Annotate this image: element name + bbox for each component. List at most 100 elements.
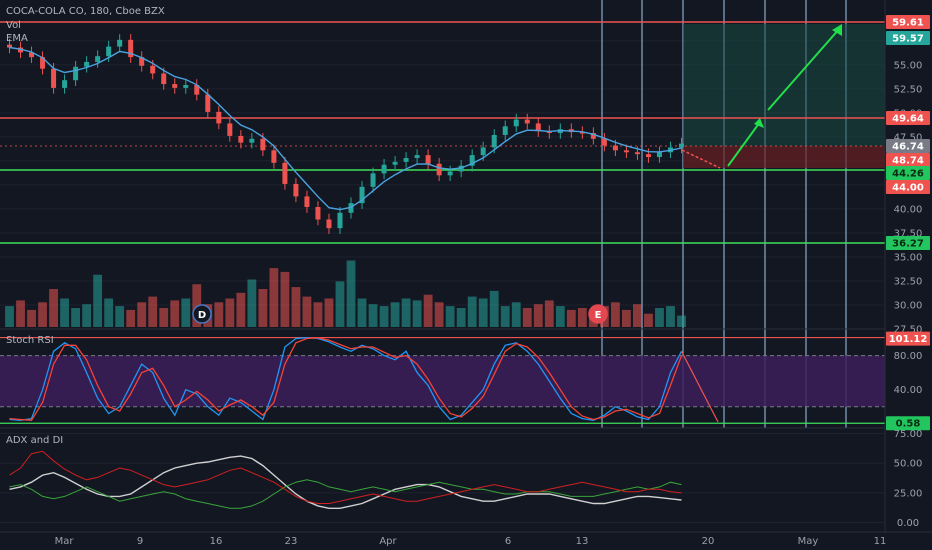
candle-body	[645, 154, 651, 158]
volume-bar	[577, 308, 587, 327]
adx-series-adx	[9, 455, 682, 509]
volume-bar	[346, 260, 356, 327]
volume-bar	[622, 309, 631, 327]
volume-bar	[170, 300, 180, 327]
stoch-projection	[680, 351, 719, 423]
stop-zone	[683, 146, 885, 168]
candle-body	[172, 84, 178, 88]
time-tick-label: Apr	[379, 536, 397, 547]
price-candles	[7, 34, 684, 234]
event-marker-label: D	[198, 310, 206, 321]
candle-body	[194, 85, 200, 95]
volume-bar	[137, 302, 147, 327]
candle-body	[238, 135, 244, 143]
event-marker-d	[192, 304, 212, 324]
volume-bar	[247, 279, 257, 327]
price-levels	[0, 21, 885, 244]
price-axis-tag-label: 49.64	[892, 114, 924, 125]
time-axis: Mar 9 16 23 Apr 6 13 20 May 11	[0, 531, 932, 547]
volume-bar	[555, 306, 565, 327]
adx-tick-label: 50.00	[894, 459, 923, 470]
volume-bar	[148, 296, 158, 327]
volume-bar	[225, 298, 235, 327]
volume-bar	[412, 300, 422, 327]
volume-bar	[500, 306, 510, 327]
up-arrow-2-head	[832, 24, 842, 36]
event-marker-e	[588, 304, 608, 324]
candle-body	[183, 85, 189, 88]
candle-body	[469, 155, 475, 166]
target-zone	[683, 24, 885, 146]
volume-bar	[445, 306, 455, 327]
volume-bar	[181, 298, 191, 327]
volume-bar	[126, 309, 136, 327]
candle-body	[678, 143, 684, 148]
adx-pane	[0, 433, 885, 524]
candle-body	[326, 219, 332, 229]
event-marker-label: E	[595, 310, 602, 321]
candle-body	[205, 94, 211, 112]
volume-bar	[93, 274, 103, 327]
volume-bar	[324, 298, 334, 327]
volume-bar	[357, 298, 367, 327]
candle-body	[73, 66, 79, 81]
volume-bar	[666, 306, 675, 327]
volume-bar	[401, 298, 411, 327]
volume-bar	[489, 290, 499, 327]
candle-body	[249, 138, 255, 143]
candle-body	[260, 138, 266, 151]
volume-bar	[60, 298, 69, 327]
volume-bar	[335, 281, 345, 327]
price-axis-tag	[886, 15, 930, 29]
time-tick-label: 11	[874, 536, 887, 547]
candle-body	[128, 39, 134, 58]
candle-body	[414, 155, 420, 159]
candle-body	[612, 145, 618, 151]
price-axis-tag-label: 36.27	[892, 239, 924, 250]
candle-body	[315, 207, 321, 220]
candle-body	[491, 134, 497, 148]
volume-bar	[655, 308, 664, 327]
time-tick-label: 16	[210, 536, 223, 547]
candle-body	[447, 171, 453, 176]
candle-body	[161, 73, 167, 85]
price-axis-tag	[886, 180, 930, 194]
volume-bar	[677, 315, 686, 327]
price-tick-label: 40.00	[894, 204, 923, 215]
volume-bar	[456, 308, 466, 327]
price-axis-tag-label: 59.61	[892, 18, 924, 29]
volume-bar	[5, 306, 14, 327]
candle-body	[216, 111, 222, 124]
volume-bar	[159, 308, 169, 327]
candle-body	[359, 186, 365, 204]
stoch-axis-tag	[886, 331, 930, 346]
up-arrow-1	[727, 121, 761, 167]
candle-body	[634, 152, 640, 155]
volume-bar	[633, 304, 642, 327]
candle-body	[403, 158, 409, 162]
time-tick-label: May	[798, 536, 819, 547]
price-axis-tag	[886, 31, 930, 45]
volume-bar	[258, 289, 268, 327]
candle-body	[271, 150, 277, 163]
adx-tick-label: 0.00	[897, 518, 919, 529]
volume-bar	[115, 306, 125, 327]
volume-bar	[434, 302, 444, 327]
stoch-tick-label: 40.00	[894, 385, 923, 396]
price-axis: 57.5055.0052.5050.0047.5045.0042.5040.00…	[886, 15, 930, 529]
candle-body	[40, 57, 46, 69]
candle-body	[282, 162, 288, 184]
price-axis-tag-label: 44.00	[892, 183, 924, 194]
candle-body	[370, 173, 376, 187]
candle-body	[7, 44, 13, 48]
volume-bar	[71, 308, 81, 327]
candle-body	[381, 164, 387, 174]
time-tick-label: 6	[505, 536, 511, 547]
volume-bar	[610, 302, 620, 327]
volume-bar	[423, 294, 433, 327]
adx-tick-label: 75.00	[894, 429, 923, 440]
volume-bar	[192, 284, 202, 327]
volume-bar	[313, 302, 323, 327]
